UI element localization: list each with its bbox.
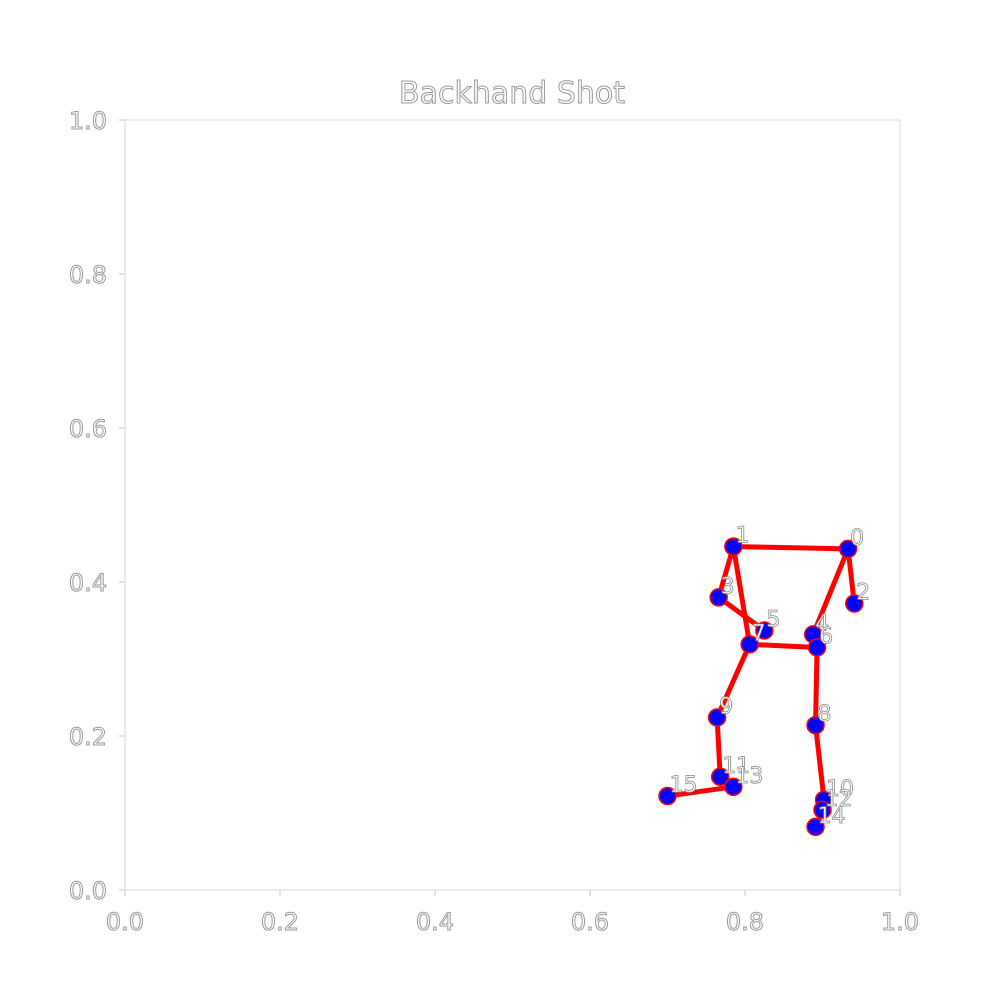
plot-frame <box>124 119 901 891</box>
keypoint-label: 7 <box>752 621 766 646</box>
x-tick-label: 0.4 <box>416 908 454 936</box>
keypoint-label: 10 <box>826 777 854 802</box>
keypoint-marker <box>755 621 774 640</box>
x-tick-label: 1.0 <box>881 908 919 936</box>
keypoint-label: 14 <box>818 804 846 829</box>
skeleton-line <box>813 722 827 803</box>
x-tick-label: 0.0 <box>106 908 144 936</box>
keypoint-marker <box>813 800 832 820</box>
keypoint-label: 0 <box>850 526 864 551</box>
keypoint-marker <box>658 786 677 806</box>
keypoint-label: 11 <box>722 754 750 779</box>
skeleton-line <box>716 594 767 634</box>
x-axis: 0.0 0.2 0.4 0.6 0.8 1.0 <box>105 890 920 937</box>
skeleton-line <box>714 715 723 780</box>
y-tick-label: 0.0 <box>69 877 107 905</box>
keypoint-marker <box>807 638 827 657</box>
keypoint-label: 3 <box>721 574 735 599</box>
keypoint-marker <box>806 817 825 837</box>
skeleton-line <box>714 641 753 721</box>
keypoint-marker <box>806 715 825 735</box>
keypoint-label: 8 <box>818 702 832 727</box>
keypoints <box>658 537 864 837</box>
keypoint-label: 12 <box>825 787 853 812</box>
skeleton-line <box>730 544 753 647</box>
chart-title: Backhand Shot <box>399 76 625 111</box>
keypoint-label: 15 <box>670 773 698 798</box>
skeleton-line <box>730 544 851 552</box>
keypoint-label: 13 <box>735 764 763 789</box>
y-tick-label: 0.4 <box>69 569 107 597</box>
keypoint-marker <box>709 588 728 607</box>
y-tick-label: 0.2 <box>69 723 107 751</box>
keypoint-label: 4 <box>815 611 829 636</box>
keypoint-label: 1 <box>735 524 749 549</box>
keypoint-label: 5 <box>766 608 780 633</box>
keypoint-marker <box>740 635 759 654</box>
y-tick-label: 0.6 <box>69 415 107 443</box>
keypoint-marker <box>845 594 864 613</box>
x-tick-label: 0.2 <box>261 908 299 936</box>
y-tick-label: 1.0 <box>69 107 107 135</box>
skeleton-line <box>665 784 736 799</box>
keypoint-marker <box>838 539 858 559</box>
skeleton-line <box>810 546 851 637</box>
keypoint-label: 6 <box>819 624 833 649</box>
x-tick-label: 0.8 <box>726 908 764 936</box>
keypoint-label: 9 <box>719 695 733 720</box>
keypoint-marker <box>724 537 743 556</box>
y-tick-label: 0.8 <box>69 261 107 289</box>
keypoint-marker <box>724 777 743 797</box>
skeleton-line <box>747 641 820 650</box>
skeleton-line <box>813 644 820 728</box>
keypoint-label: 2 <box>856 581 870 606</box>
y-axis: 0.0 0.2 0.4 0.6 0.8 1.0 <box>68 107 125 906</box>
x-tick-label: 0.6 <box>571 908 609 936</box>
keypoint-marker <box>710 767 730 787</box>
keypoint-marker <box>707 708 727 727</box>
